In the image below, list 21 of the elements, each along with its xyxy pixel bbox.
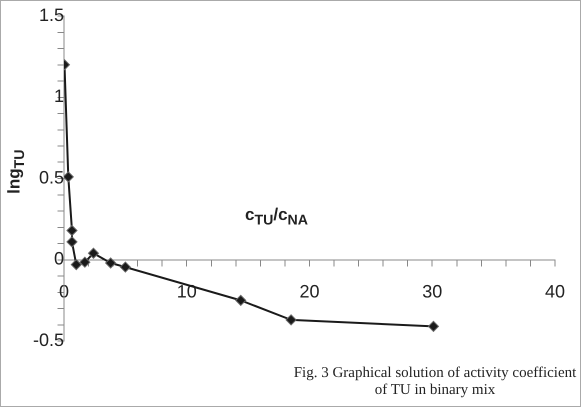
point — [88, 248, 99, 259]
point — [79, 256, 90, 268]
y-tick-label: 0.5 — [38, 167, 64, 188]
caption: Fig. 3 Graphical solution of activity coefficient of TU in binary mix — [292, 365, 578, 399]
y-tick-label: -0.5 — [32, 330, 64, 350]
x-axis-title: c$_{TU}$/c$_{NA}$ — [245, 205, 308, 228]
point — [66, 225, 78, 236]
point — [64, 171, 74, 182]
x-tick-label: 30 — [422, 282, 442, 302]
x-tick-label: 40 — [544, 282, 566, 302]
point — [66, 236, 78, 248]
point — [428, 320, 439, 332]
y-tick-label: 1 — [54, 86, 64, 106]
x-tick-label: 20 — [299, 282, 320, 302]
point — [286, 314, 297, 326]
point — [105, 258, 116, 268]
point — [235, 294, 246, 306]
point — [70, 259, 82, 270]
y-tick-label: 1.5 — [38, 4, 64, 25]
y-tick-label: 0 — [54, 248, 64, 269]
point — [120, 262, 131, 273]
